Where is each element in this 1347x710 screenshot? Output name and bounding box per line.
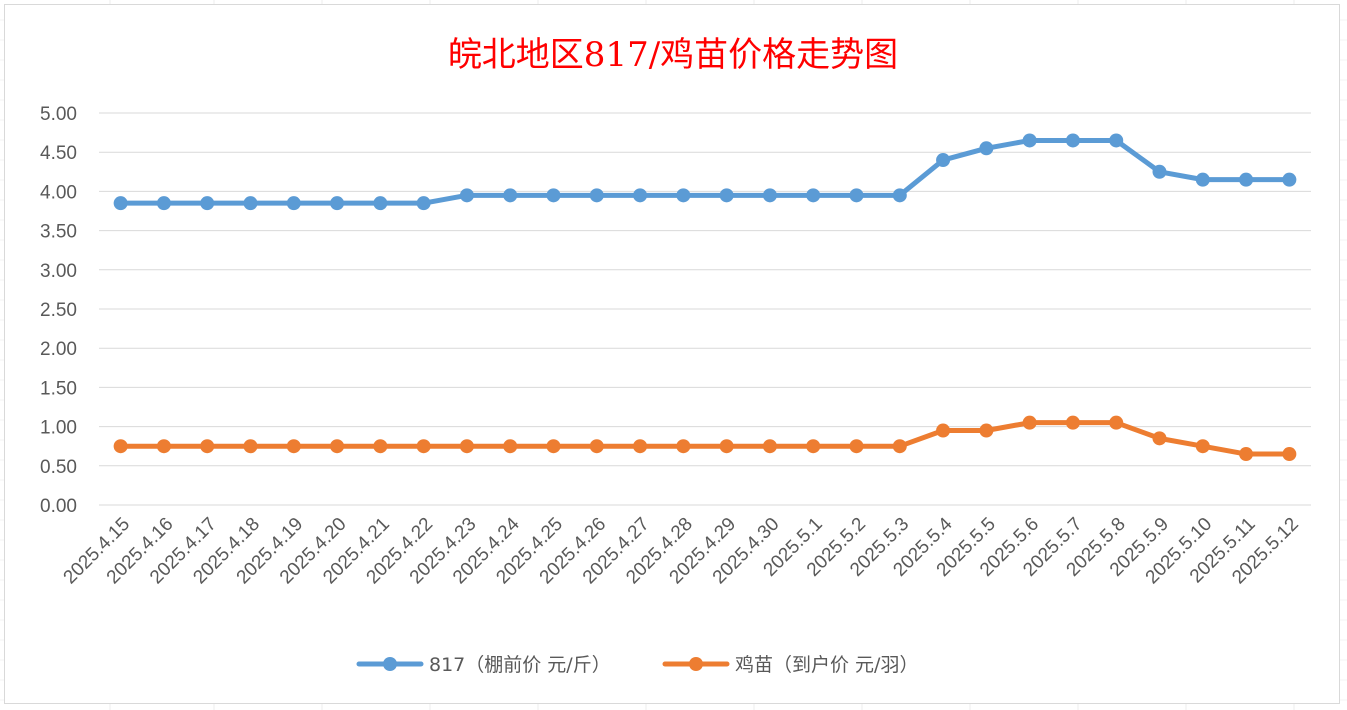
y-tick-label: 4.50 bbox=[40, 143, 77, 164]
data-point[interactable] bbox=[979, 423, 994, 438]
data-point[interactable] bbox=[330, 196, 345, 211]
data-point[interactable] bbox=[936, 423, 951, 438]
legend-swatch-marker bbox=[689, 657, 703, 671]
y-tick-label: 2.00 bbox=[40, 339, 77, 360]
data-point[interactable] bbox=[243, 196, 258, 211]
series-line bbox=[118, 137, 1292, 206]
data-point[interactable] bbox=[806, 188, 821, 203]
data-point[interactable] bbox=[113, 196, 128, 211]
data-point[interactable] bbox=[1109, 415, 1124, 430]
data-point[interactable] bbox=[1109, 133, 1124, 148]
data-point[interactable] bbox=[546, 188, 561, 203]
y-tick-label: 1.50 bbox=[40, 378, 77, 399]
legend-label: 鸡苗（到户价 元/羽） bbox=[735, 654, 918, 676]
data-point[interactable] bbox=[1065, 133, 1080, 148]
data-point[interactable] bbox=[762, 188, 777, 203]
data-point[interactable] bbox=[1195, 172, 1210, 187]
data-point[interactable] bbox=[589, 188, 604, 203]
data-point[interactable] bbox=[892, 439, 907, 454]
data-point[interactable] bbox=[156, 196, 171, 211]
data-point[interactable] bbox=[1282, 447, 1297, 462]
data-point[interactable] bbox=[1239, 172, 1254, 187]
data-point[interactable] bbox=[1022, 415, 1037, 430]
data-point[interactable] bbox=[633, 188, 648, 203]
series-group bbox=[113, 133, 1297, 462]
data-point[interactable] bbox=[1022, 133, 1037, 148]
data-point[interactable] bbox=[503, 188, 518, 203]
legend-label: 817（棚前价 元/斤） bbox=[429, 654, 611, 676]
data-point[interactable] bbox=[459, 188, 474, 203]
y-tick-label: 0.50 bbox=[40, 457, 77, 478]
data-point[interactable] bbox=[200, 439, 215, 454]
data-point[interactable] bbox=[1065, 415, 1080, 430]
data-point[interactable] bbox=[589, 439, 604, 454]
data-point[interactable] bbox=[416, 439, 431, 454]
chart-title: 皖北地区817/鸡苗价格走势图 bbox=[448, 35, 898, 75]
data-point[interactable] bbox=[849, 188, 864, 203]
data-point[interactable] bbox=[936, 153, 951, 168]
data-point[interactable] bbox=[676, 188, 691, 203]
data-point[interactable] bbox=[330, 439, 345, 454]
y-tick-label: 0.00 bbox=[40, 496, 77, 517]
data-point[interactable] bbox=[1195, 439, 1210, 454]
data-point[interactable] bbox=[113, 439, 128, 454]
y-tick-label: 4.00 bbox=[40, 182, 77, 203]
y-tick-label: 5.00 bbox=[40, 104, 77, 125]
data-point[interactable] bbox=[676, 439, 691, 454]
y-tick-label: 3.50 bbox=[40, 222, 77, 243]
y-tick-label: 2.50 bbox=[40, 300, 77, 321]
data-point[interactable] bbox=[892, 188, 907, 203]
y-tick-label: 3.00 bbox=[40, 261, 77, 282]
data-point[interactable] bbox=[1152, 164, 1167, 179]
data-point[interactable] bbox=[546, 439, 561, 454]
data-point[interactable] bbox=[979, 141, 994, 156]
data-point[interactable] bbox=[373, 196, 388, 211]
data-point[interactable] bbox=[459, 439, 474, 454]
data-point[interactable] bbox=[719, 188, 734, 203]
data-point[interactable] bbox=[156, 439, 171, 454]
data-point[interactable] bbox=[416, 196, 431, 211]
legend-item[interactable]: 817（棚前价 元/斤） bbox=[356, 654, 611, 676]
y-axis-ticks: 0.00 0.50 1.00 1.50 2.00 2.50 3.00 3.50 4.00 4.50… bbox=[40, 104, 77, 517]
data-point[interactable] bbox=[243, 439, 258, 454]
series-1 bbox=[113, 133, 1297, 211]
data-point[interactable] bbox=[633, 439, 648, 454]
y-tick-label: 1.00 bbox=[40, 418, 77, 439]
data-point[interactable] bbox=[200, 196, 215, 211]
data-point[interactable] bbox=[1239, 447, 1254, 462]
data-point[interactable] bbox=[373, 439, 388, 454]
data-point[interactable] bbox=[719, 439, 734, 454]
series-line bbox=[118, 420, 1292, 457]
line-chart: 皖北地区817/鸡苗价格走势图 0.00 0.50 1.00 1.50 2.00 2.50… bbox=[40, 35, 1311, 676]
legend[interactable]: 817（棚前价 元/斤） 鸡苗（到户价 元/羽） bbox=[356, 654, 918, 676]
data-point[interactable] bbox=[1282, 172, 1297, 187]
gridlines bbox=[99, 112, 1311, 506]
data-point[interactable] bbox=[1152, 431, 1167, 446]
x-axis-ticks: 2025.4.152025.4.162025.4.172025.4.182025… bbox=[60, 513, 1303, 588]
legend-item[interactable]: 鸡苗（到户价 元/羽） bbox=[662, 654, 918, 676]
data-point[interactable] bbox=[762, 439, 777, 454]
data-point[interactable] bbox=[503, 439, 518, 454]
chart-area[interactable]: 皖北地区817/鸡苗价格走势图 0.00 0.50 1.00 1.50 2.00 2.50… bbox=[4, 4, 1340, 704]
data-point[interactable] bbox=[286, 439, 301, 454]
data-point[interactable] bbox=[806, 439, 821, 454]
data-point[interactable] bbox=[286, 196, 301, 211]
data-point[interactable] bbox=[849, 439, 864, 454]
legend-swatch-marker bbox=[383, 657, 397, 671]
series-2 bbox=[113, 415, 1297, 462]
